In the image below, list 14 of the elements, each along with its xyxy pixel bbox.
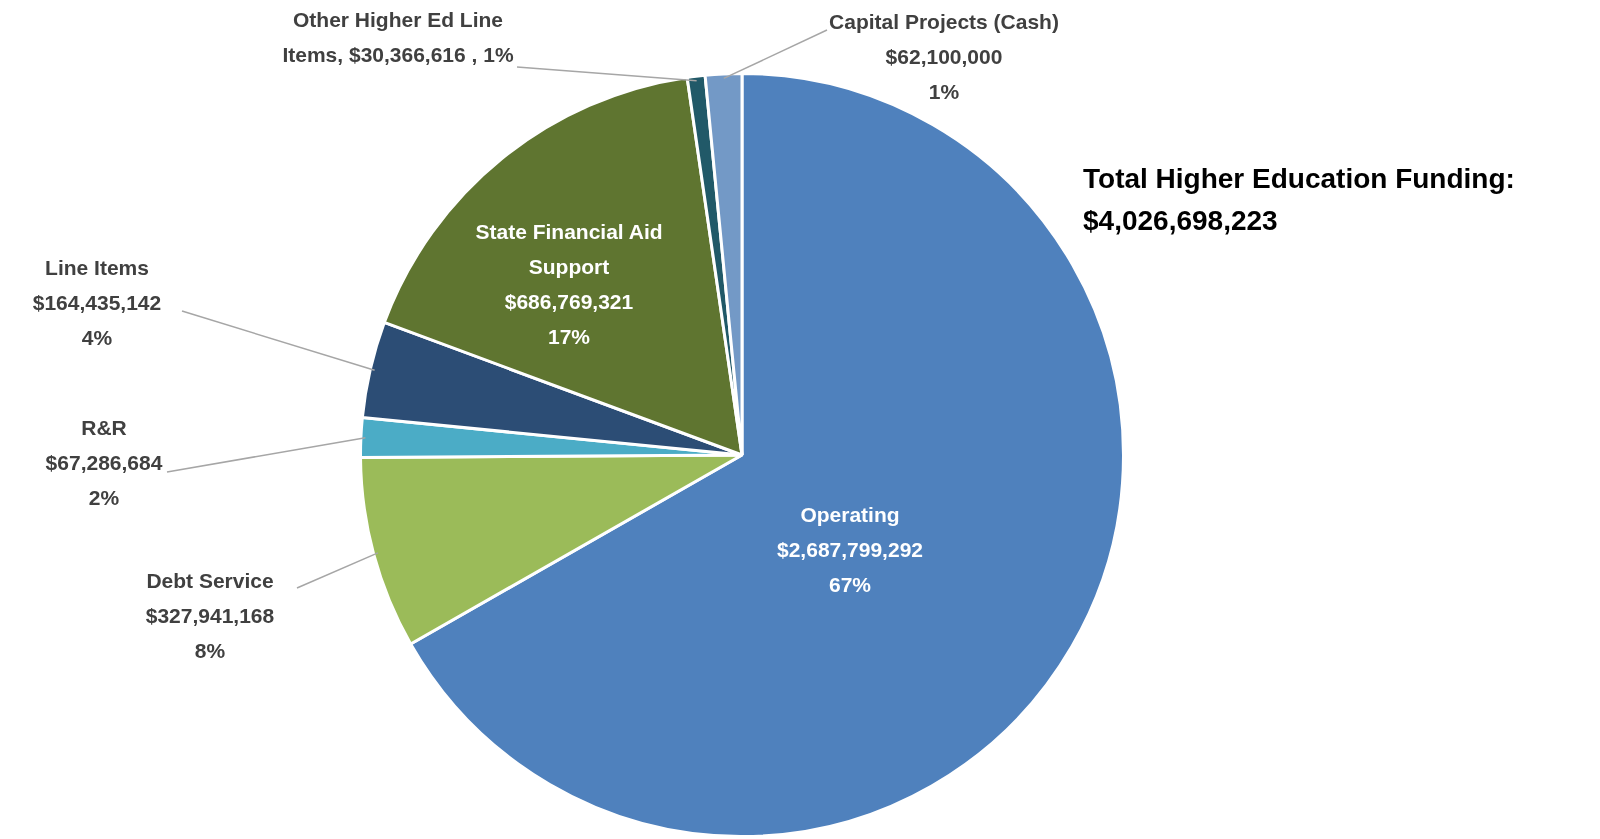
- data-label: $2,687,799,292 67%: [777, 537, 923, 596]
- data-label: $164,435,142 4%: [32, 290, 162, 349]
- data-label: $62,100,000 1%: [885, 44, 1003, 103]
- slice-label: Debt Service: [146, 568, 274, 592]
- data-label: $686,769,321 17%: [504, 290, 634, 349]
- data-label: $327,941,168 8%: [145, 603, 275, 662]
- slice-label: Other Higher Ed Line Items, $30,366,616 , 1%: [282, 8, 514, 67]
- text: Total Higher Education Funding: $4,026,698,223: [1083, 162, 1515, 236]
- slice-label: Capital Projects (Cash): [829, 9, 1059, 33]
- data-label: $67,286,684 2%: [45, 450, 163, 509]
- slice-label: Operating: [800, 502, 900, 526]
- slice-label: State Financial Aid Support: [475, 220, 663, 279]
- slice-label: Line Items: [45, 255, 149, 279]
- slice-label: R&R: [81, 415, 127, 439]
